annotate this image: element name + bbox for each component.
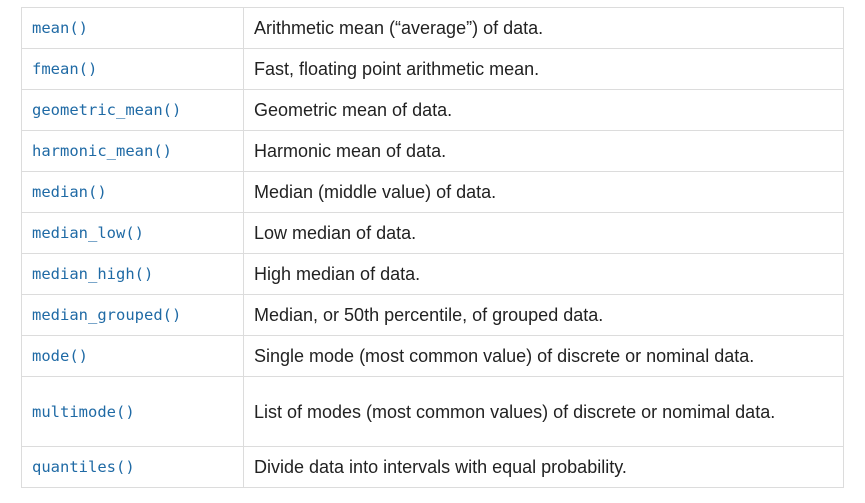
table-row: geometric_mean() Geometric mean of data. [22,90,844,131]
description-cell: Median, or 50th percentile, of grouped d… [244,295,844,336]
table-row: median_grouped() Median, or 50th percent… [22,295,844,336]
description-cell: Low median of data. [244,213,844,254]
statistics-functions-table: mean() Arithmetic mean (“average”) of da… [21,7,843,488]
description-cell: Geometric mean of data. [244,90,844,131]
table-row: multimode() List of modes (most common v… [22,377,844,447]
description-cell: Fast, floating point arithmetic mean. [244,49,844,90]
function-link-median-grouped[interactable]: median_grouped() [32,306,181,324]
table-row: fmean() Fast, floating point arithmetic … [22,49,844,90]
function-cell: median_high() [22,254,244,295]
table-row: median_high() High median of data. [22,254,844,295]
function-link-geometric-mean[interactable]: geometric_mean() [32,101,181,119]
function-cell: fmean() [22,49,244,90]
description-cell: List of modes (most common values) of di… [244,377,844,447]
table-row: quantiles() Divide data into intervals w… [22,447,844,488]
function-cell: median_grouped() [22,295,244,336]
function-link-median[interactable]: median() [32,183,107,201]
function-link-mean[interactable]: mean() [32,19,88,37]
description-cell: Single mode (most common value) of discr… [244,336,844,377]
function-link-fmean[interactable]: fmean() [32,60,97,78]
functions-table: mean() Arithmetic mean (“average”) of da… [21,7,844,488]
function-cell: quantiles() [22,447,244,488]
function-cell: geometric_mean() [22,90,244,131]
function-link-harmonic-mean[interactable]: harmonic_mean() [32,142,172,160]
description-cell: Divide data into intervals with equal pr… [244,447,844,488]
function-cell: median_low() [22,213,244,254]
function-cell: mean() [22,8,244,49]
description-cell: High median of data. [244,254,844,295]
table-row: mode() Single mode (most common value) o… [22,336,844,377]
function-cell: mode() [22,336,244,377]
function-link-median-low[interactable]: median_low() [32,224,144,242]
description-cell: Arithmetic mean (“average”) of data. [244,8,844,49]
description-cell: Median (middle value) of data. [244,172,844,213]
function-cell: multimode() [22,377,244,447]
function-link-multimode[interactable]: multimode() [32,403,135,421]
table-row: median() Median (middle value) of data. [22,172,844,213]
function-cell: median() [22,172,244,213]
table-row: median_low() Low median of data. [22,213,844,254]
table-row: harmonic_mean() Harmonic mean of data. [22,131,844,172]
function-link-median-high[interactable]: median_high() [32,265,153,283]
function-cell: harmonic_mean() [22,131,244,172]
table-row: mean() Arithmetic mean (“average”) of da… [22,8,844,49]
function-link-mode[interactable]: mode() [32,347,88,365]
description-cell: Harmonic mean of data. [244,131,844,172]
function-link-quantiles[interactable]: quantiles() [32,458,135,476]
